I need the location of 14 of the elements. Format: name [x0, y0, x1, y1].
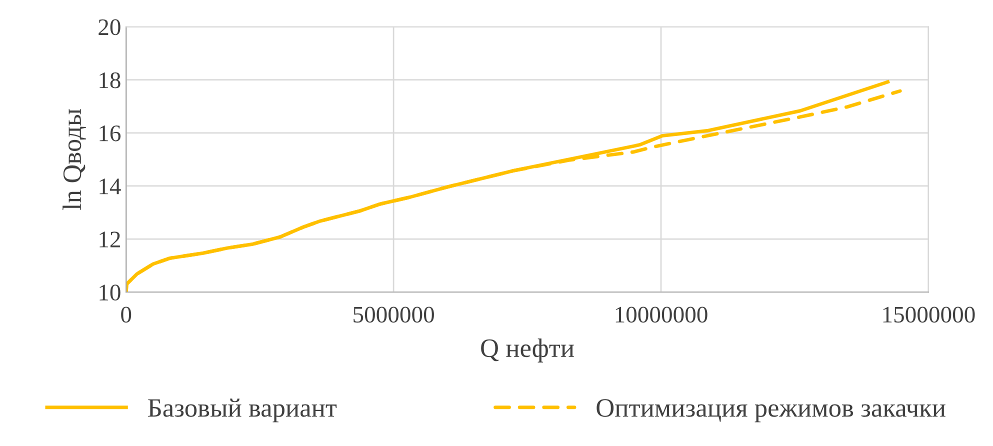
legend-label: Базовый вариант [148, 398, 337, 422]
y-tick-label: 12 [100, 232, 120, 248]
y-tick-label: 20 [98, 19, 120, 36]
legend-label: Оптимизация режимов закачки [596, 399, 946, 422]
y-tick-label: 16 [100, 125, 121, 142]
x-axis-title: Q нефти [481, 338, 574, 362]
x-tick-label: 5000000 [354, 306, 434, 323]
y-tick-label: 10 [100, 284, 120, 301]
x-tick-label: 15000000 [883, 306, 975, 323]
y-axis-title: ln Qводы [62, 109, 86, 210]
y-tick-label: 18 [100, 72, 120, 88]
x-tick-label: 10000000 [616, 306, 708, 323]
x-tick-label: 0 [121, 306, 132, 323]
y-tick-label: 14 [100, 178, 121, 194]
